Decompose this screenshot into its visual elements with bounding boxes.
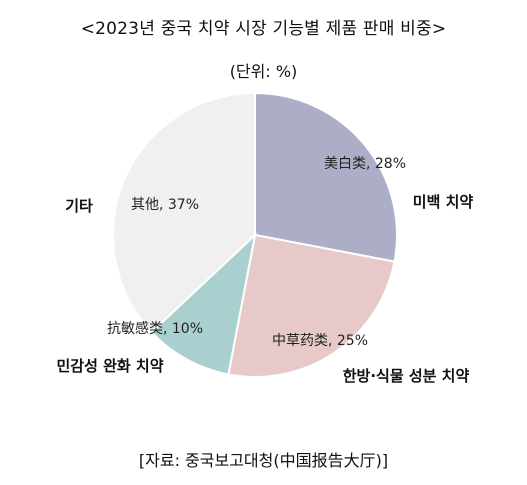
pie-slice-other [112, 91, 256, 334]
category-label-whitening: 미백 치약 [413, 193, 474, 211]
slice-label-other: 其他, 37% [131, 197, 199, 213]
pie-slices [112, 91, 398, 378]
pie-slice-whitening [254, 91, 398, 263]
category-label-other: 기타 [65, 197, 93, 215]
slice-label-whitening: 美白类, 28% [324, 156, 406, 172]
pie-chart: 美白类, 28% 미백 치약 中草药类, 25% 한방·식물 성분 치약 抗敏感类, 1… [56, 91, 473, 385]
pie-labels: 美白类, 28% 미백 치약 中草药类, 25% 한방·식물 성분 치약 抗敏感类, 1… [56, 156, 473, 385]
pie-slice-sensitivity [150, 232, 257, 376]
source-note: [자료: 중국보고대청(中国报告大厅)] [138, 451, 389, 470]
pie-slice-herbal [227, 233, 396, 378]
category-label-herbal: 한방·식물 성분 치약 [343, 367, 470, 385]
slice-label-herbal: 中草药类, 25% [272, 333, 368, 349]
chart-title: <2023년 중국 치약 시장 기능별 제품 판매 비중> [80, 19, 447, 39]
category-label-sensitivity: 민감성 완화 치약 [56, 357, 163, 375]
slice-label-sensitivity: 抗敏感类, 10% [107, 320, 203, 337]
unit-label: (단위: %) [229, 62, 298, 81]
